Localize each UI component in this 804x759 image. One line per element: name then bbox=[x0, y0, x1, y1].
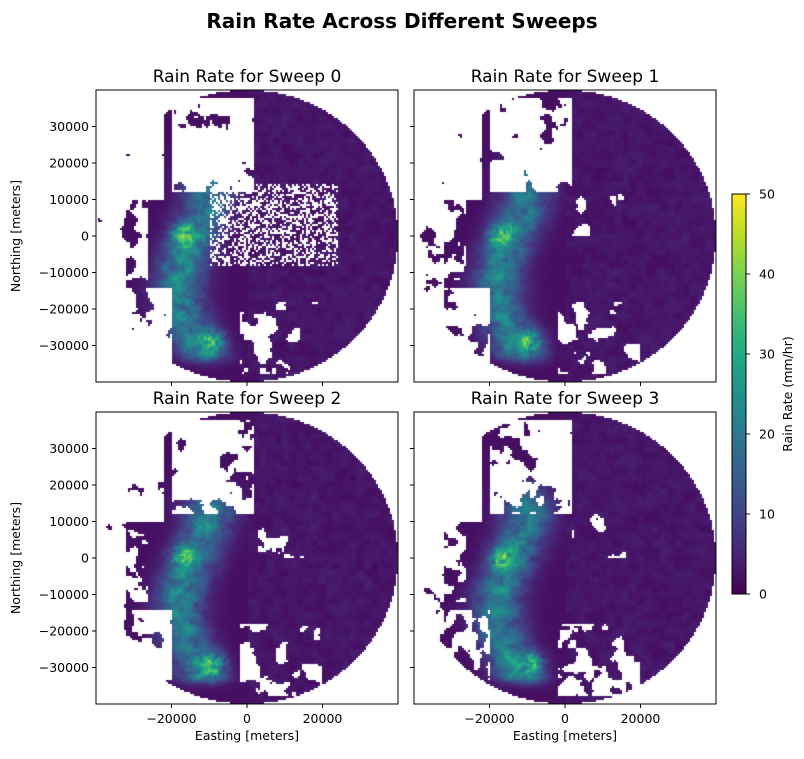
colorbar-scale bbox=[731, 193, 747, 595]
x-axis-label: Easting [meters] bbox=[195, 728, 299, 743]
y-tick-label: 20000 bbox=[49, 156, 89, 171]
panel-title: Rain Rate for Sweep 3 bbox=[471, 389, 660, 409]
y-tick-label: −30000 bbox=[39, 338, 89, 353]
colorbar-tick-label: 40 bbox=[759, 267, 775, 282]
y-tick-label: −10000 bbox=[39, 587, 89, 602]
x-tick-label: 20000 bbox=[303, 711, 343, 726]
y-tick-label: 30000 bbox=[49, 119, 89, 134]
colorbar-tick-label: 30 bbox=[759, 347, 775, 362]
rain-rate-heatmap bbox=[414, 412, 716, 704]
panel-sweep-3: Rain Rate for Sweep 3 −20000 0 20000 Easting… bbox=[410, 389, 717, 743]
y-axis-label: Northing [meters] bbox=[8, 502, 23, 614]
x-tick-label: 20000 bbox=[621, 711, 661, 726]
panels: Rain Rate for Sweep 0 30000 20000 10000 0 −10… bbox=[8, 67, 717, 743]
y-tick-label: −20000 bbox=[39, 624, 89, 639]
rain-rate-heatmap bbox=[414, 90, 716, 382]
y-tick-label: −30000 bbox=[39, 660, 89, 675]
y-tick-label: 10000 bbox=[49, 192, 89, 207]
panel-title: Rain Rate for Sweep 0 bbox=[153, 67, 342, 87]
colorbar: 0 10 20 30 40 50 Rain Rate (mm/hr) bbox=[731, 187, 795, 602]
rain-rate-heatmap bbox=[96, 90, 398, 382]
panel-sweep-2: Rain Rate for Sweep 2 30000 20000 10000 0 −10… bbox=[8, 389, 399, 743]
y-tick-label: 30000 bbox=[49, 441, 89, 456]
y-tick-label: 0 bbox=[81, 229, 89, 244]
colorbar-tick-label: 10 bbox=[759, 507, 775, 522]
y-tick-label: 20000 bbox=[49, 478, 89, 493]
colorbar-tick-label: 50 bbox=[759, 187, 775, 202]
y-tick-label: −20000 bbox=[39, 302, 89, 317]
rain-rate-heatmap bbox=[96, 412, 398, 704]
colorbar-tick-label: 20 bbox=[759, 427, 775, 442]
x-axis-label: Easting [meters] bbox=[513, 728, 617, 743]
y-tick-label: 0 bbox=[81, 551, 89, 566]
colorbar-tick-label: 0 bbox=[759, 587, 767, 602]
colorbar-ticks: 0 10 20 30 40 50 bbox=[746, 187, 775, 602]
panel-title: Rain Rate for Sweep 1 bbox=[471, 67, 660, 87]
y-axis-label: Northing [meters] bbox=[8, 180, 23, 292]
panel-sweep-0: Rain Rate for Sweep 0 30000 20000 10000 0 −10… bbox=[8, 67, 399, 386]
x-tick-label: −20000 bbox=[464, 711, 514, 726]
y-tick-label: −10000 bbox=[39, 265, 89, 280]
x-tick-label: 0 bbox=[561, 711, 569, 726]
chart-title: Rain Rate Across Different Sweeps bbox=[206, 9, 597, 33]
colorbar-label: Rain Rate (mm/hr) bbox=[780, 336, 795, 451]
panel-sweep-1: Rain Rate for Sweep 1 bbox=[410, 67, 717, 386]
x-tick-label: −20000 bbox=[146, 711, 196, 726]
y-tick-label: 10000 bbox=[49, 514, 89, 529]
panel-title: Rain Rate for Sweep 2 bbox=[153, 389, 342, 409]
x-tick-label: 0 bbox=[243, 711, 251, 726]
